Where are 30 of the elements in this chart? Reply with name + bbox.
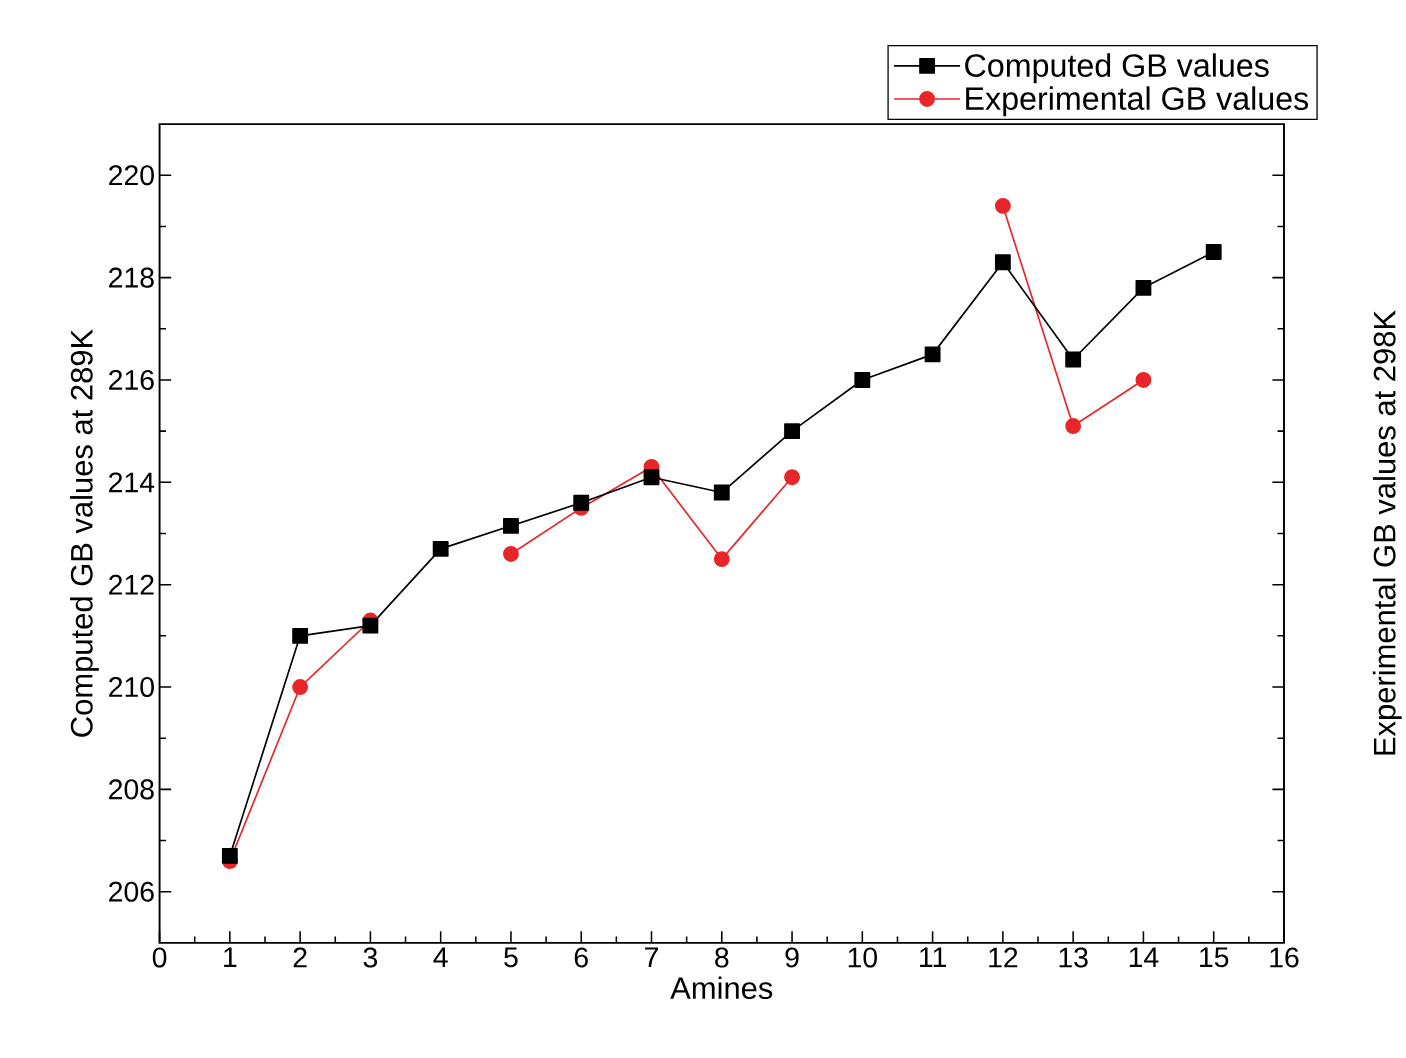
x-tick-label: 16 (1270, 947, 1299, 968)
x-tick-label: 4 (433, 947, 448, 967)
x-tick-label: 9 (785, 947, 799, 968)
y-axis-title: Computed GB values at 289K (69, 329, 99, 737)
y-tick-label: 220 (109, 165, 154, 186)
x-tick-label: 11 (920, 947, 946, 967)
y-tick-label: 210 (109, 676, 154, 698)
y-tick-label: 214 (109, 472, 155, 493)
x-tick-label: 3 (363, 947, 378, 968)
x-tick-label: 12 (989, 947, 1018, 968)
x-tick-label: 14 (1129, 947, 1159, 967)
y-tick-label: 218 (109, 267, 154, 288)
x-axis-title: Amines (670, 976, 773, 1000)
legend-label: Computed GB values (965, 53, 1269, 84)
x-tick-label: 13 (1059, 947, 1088, 968)
y-tick-label: 208 (109, 779, 154, 800)
legend-label: Experimental GB values (966, 86, 1309, 117)
y-tick-label: 216 (109, 369, 154, 391)
x-tick-label: 15 (1200, 947, 1229, 968)
x-tick-label: 0 (152, 947, 167, 968)
x-tick-label: 7 (645, 947, 658, 967)
x-tick-label: 8 (715, 947, 729, 968)
y-tick-label: 206 (109, 881, 154, 902)
y-tick-label: 212 (109, 574, 154, 595)
x-tick-label: 2 (293, 947, 307, 968)
x-tick-label: 1 (224, 947, 237, 967)
x-tick-label: 6 (574, 947, 588, 968)
y2-axis-title: Experimental GB values at 298K (1372, 310, 1402, 755)
x-tick-label: 5 (504, 947, 518, 968)
x-tick-label: 10 (848, 947, 877, 968)
